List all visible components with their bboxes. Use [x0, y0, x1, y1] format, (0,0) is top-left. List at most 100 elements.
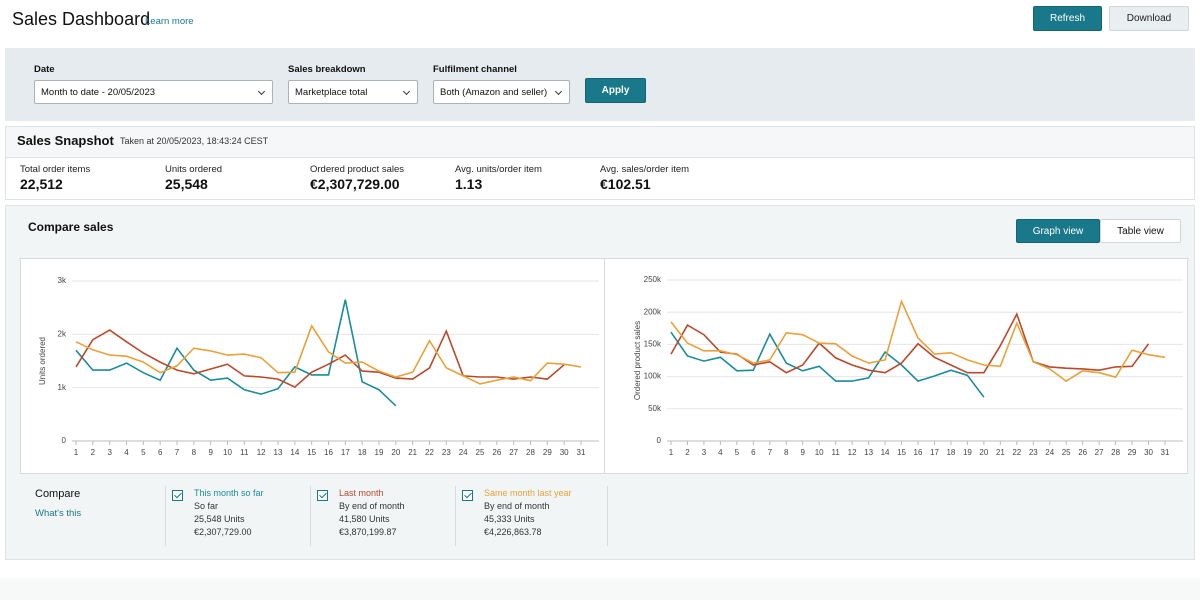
channel-select[interactable]: Both (Amazon and seller)	[433, 80, 570, 104]
series-line	[75, 324, 582, 385]
x-tick-label: 9	[801, 448, 806, 457]
x-tick-label: 31	[577, 448, 586, 457]
metric-value: €2,307,729.00	[310, 176, 400, 192]
x-tick-label: 5	[141, 448, 146, 457]
y-tick-label: 100k	[644, 372, 662, 381]
graph-view-tab[interactable]: Graph view	[1016, 219, 1100, 243]
table-view-tab[interactable]: Table view	[1100, 219, 1181, 243]
series-line	[670, 331, 985, 398]
metric-value: 1.13	[455, 176, 483, 192]
separator	[165, 486, 166, 546]
legend-sub: So far	[194, 501, 219, 511]
x-tick-label: 20	[979, 448, 988, 457]
breakdown-select[interactable]: Marketplace total	[288, 80, 418, 104]
y-tick-label: 250k	[644, 275, 662, 284]
x-tick-label: 28	[1111, 448, 1120, 457]
x-tick-label: 8	[784, 448, 789, 457]
x-tick-label: 2	[91, 448, 96, 457]
metric-label: Avg. units/order item	[455, 164, 542, 175]
y-tick-label: 2k	[58, 329, 67, 338]
x-tick-label: 13	[274, 448, 283, 457]
x-tick-label: 11	[832, 448, 841, 457]
x-tick-label: 21	[996, 448, 1005, 457]
x-tick-label: 12	[257, 448, 266, 457]
compare-title: Compare sales	[28, 220, 114, 234]
x-tick-label: 31	[1161, 448, 1170, 457]
metrics-row	[5, 158, 1195, 200]
x-tick-label: 7	[768, 448, 773, 457]
x-tick-label: 19	[375, 448, 384, 457]
x-tick-label: 16	[914, 448, 923, 457]
whats-this-link[interactable]: What's this	[35, 508, 82, 519]
legend-name: Same month last year	[484, 488, 572, 498]
x-tick-label: 11	[240, 448, 249, 457]
x-tick-label: 3	[702, 448, 707, 457]
compare-label: Compare	[35, 488, 81, 500]
x-tick-label: 23	[1029, 448, 1038, 457]
x-tick-label: 25	[476, 448, 485, 457]
x-tick-label: 29	[543, 448, 552, 457]
metric-value: €102.51	[600, 176, 651, 192]
x-tick-label: 22	[1012, 448, 1021, 457]
metric-label: Ordered product sales	[310, 164, 404, 175]
x-tick-label: 15	[307, 448, 316, 457]
x-tick-label: 26	[1078, 448, 1087, 457]
metric-label: Avg. sales/order item	[600, 164, 690, 175]
date-select[interactable]: Month to date - 20/05/2023	[34, 80, 273, 104]
y-axis-label: Ordered product sales	[633, 321, 642, 400]
x-tick-label: 28	[526, 448, 535, 457]
x-tick-label: 17	[930, 448, 939, 457]
x-tick-label: 7	[175, 448, 180, 457]
checkbox[interactable]	[317, 490, 328, 501]
x-tick-label: 18	[358, 448, 367, 457]
x-tick-label: 27	[509, 448, 518, 457]
download-button[interactable]: Download	[1109, 6, 1189, 31]
x-tick-label: 17	[341, 448, 350, 457]
checkbox[interactable]	[172, 490, 183, 501]
x-tick-label: 2	[685, 448, 690, 457]
legend-sales: €2,307,729.00	[194, 527, 252, 537]
snapshot-title: Sales Snapshot	[17, 133, 114, 148]
metric-value: 25,548	[165, 176, 208, 192]
checkbox[interactable]	[462, 490, 473, 501]
separator	[607, 486, 608, 546]
x-tick-label: 6	[751, 448, 756, 457]
x-tick-label: 1	[669, 448, 674, 457]
y-axis-label: Units ordered	[38, 337, 47, 385]
x-tick-label: 5	[735, 448, 740, 457]
x-tick-label: 10	[223, 448, 232, 457]
y-tick-label: 1k	[58, 383, 67, 392]
metric-value: 22,512	[20, 176, 63, 192]
x-tick-label: 27	[1095, 448, 1104, 457]
legend-units: 45,333 Units	[484, 514, 535, 524]
y-tick-label: 0	[657, 436, 662, 445]
x-tick-label: 12	[848, 448, 857, 457]
series-line	[670, 312, 1150, 374]
x-tick-label: 10	[815, 448, 824, 457]
x-tick-label: 1	[74, 448, 79, 457]
x-tick-label: 13	[864, 448, 873, 457]
snapshot-time: Taken at 20/05/2023, 18:43:24 CEST	[120, 136, 269, 146]
x-tick-label: 4	[718, 448, 723, 457]
x-tick-label: 14	[881, 448, 890, 457]
learn-more-link[interactable]: Learn more	[145, 16, 194, 27]
x-tick-label: 19	[963, 448, 972, 457]
x-tick-label: 15	[897, 448, 906, 457]
x-tick-label: 21	[408, 448, 417, 457]
x-tick-label: 20	[391, 448, 400, 457]
x-tick-label: 4	[124, 448, 129, 457]
apply-button[interactable]: Apply	[585, 78, 646, 103]
series-line	[75, 299, 397, 407]
refresh-button[interactable]: Refresh	[1033, 6, 1102, 31]
legend-sub: By end of month	[484, 501, 550, 511]
footer-band	[0, 578, 1200, 600]
x-tick-label: 14	[290, 448, 299, 457]
y-tick-label: 150k	[644, 340, 662, 349]
x-tick-label: 24	[459, 448, 468, 457]
x-tick-label: 30	[1144, 448, 1153, 457]
x-tick-label: 9	[208, 448, 213, 457]
y-tick-label: 0	[62, 436, 67, 445]
metric-label: Units ordered	[165, 164, 223, 175]
x-tick-label: 18	[946, 448, 955, 457]
